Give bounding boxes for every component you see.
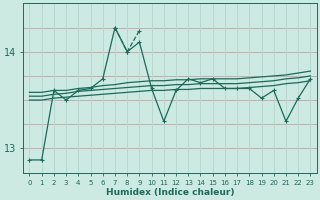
X-axis label: Humidex (Indice chaleur): Humidex (Indice chaleur)	[106, 188, 234, 197]
